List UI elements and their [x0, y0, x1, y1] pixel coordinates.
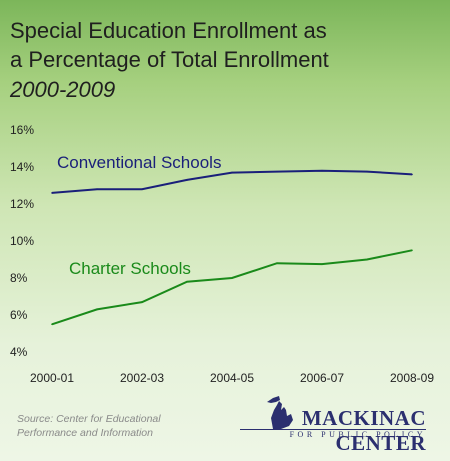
y-tick-label: 14%: [10, 160, 34, 174]
data-point: [276, 170, 278, 173]
source-line-1: Source: Center for Educational: [17, 413, 161, 425]
logo-divider: [240, 429, 426, 430]
data-point: [186, 179, 188, 181]
data-point: [96, 308, 98, 311]
data-point: [231, 171, 233, 174]
data-point: [411, 173, 413, 176]
x-tick-label: 2004-05: [210, 371, 254, 385]
data-point: [366, 258, 368, 261]
data-point: [51, 192, 53, 194]
chart-title-line-2: a Percentage of Total Enrollment: [10, 47, 329, 72]
data-point: [186, 280, 188, 283]
data-point: [51, 323, 53, 326]
x-tick-label: 2008-09: [390, 371, 434, 385]
source-line-2: Performance and Information: [17, 427, 153, 439]
y-tick-label: 16%: [10, 123, 34, 137]
data-point: [366, 170, 368, 173]
data-point: [96, 188, 98, 190]
y-tick-label: 6%: [10, 308, 28, 322]
data-point: [411, 249, 413, 252]
data-point: [141, 188, 143, 190]
x-tick-label: 2000-01: [30, 371, 74, 385]
logo-name: MACKINAC CENTER: [301, 406, 426, 455]
michigan-icon: [267, 396, 293, 429]
source-note: Source: Center for Educational Performan…: [17, 412, 197, 440]
series-label: Charter Schools: [69, 259, 191, 278]
data-point: [276, 262, 278, 265]
chart-subtitle: 2000-2009: [10, 77, 116, 102]
series-label: Conventional Schools: [57, 153, 221, 172]
logo-tagline: FOR PUBLIC POLICY: [289, 430, 426, 439]
data-point: [231, 277, 233, 279]
chart-title-line-1: Special Education Enrollment as: [10, 18, 327, 43]
y-tick-label: 10%: [10, 234, 34, 248]
x-tick-label: 2002-03: [120, 371, 164, 385]
mackinac-center-logo: MACKINAC CENTER FOR PUBLIC POLICY: [226, 396, 426, 455]
series-line: [51, 169, 413, 194]
x-tick-label: 2006-07: [300, 371, 344, 385]
y-tick-label: 12%: [10, 197, 34, 211]
data-point: [321, 263, 323, 265]
data-point: [141, 301, 143, 303]
y-tick-label: 4%: [10, 345, 28, 359]
y-tick-label: 8%: [10, 271, 28, 285]
line-chart: 16% 14% 12% 10% 8% 6% 4%2000-01 2002-03 2004-05 2…: [10, 123, 434, 385]
data-point: [321, 169, 323, 172]
